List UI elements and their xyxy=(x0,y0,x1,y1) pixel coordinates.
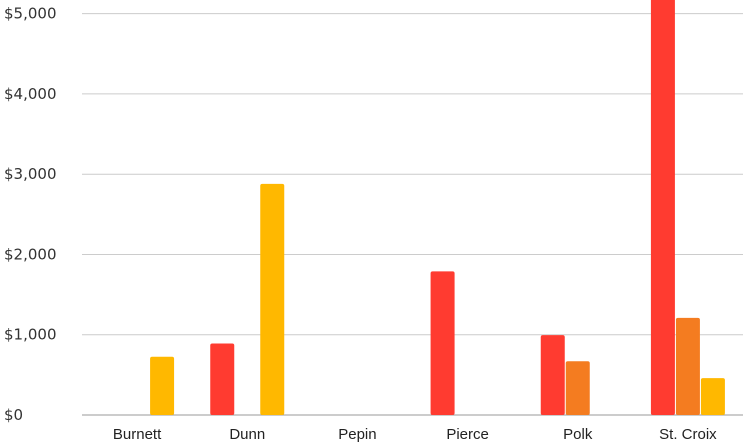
bar xyxy=(150,356,175,415)
x-tick-label: Dunn xyxy=(229,426,265,443)
y-axis-tick-labels: $0 $1,000 $2,000 $3,000 $4,000 $5,000 xyxy=(4,5,57,424)
y-tick-label: $2,000 xyxy=(4,245,57,263)
bar xyxy=(650,0,675,415)
y-tick-label: $3,000 xyxy=(4,165,57,183)
bar xyxy=(210,343,235,415)
x-axis-tick-labels: Burnett Dunn Pepin Pierce Polk St. Croix xyxy=(113,426,717,443)
bar xyxy=(430,271,455,415)
y-tick-label: $0 xyxy=(4,406,23,424)
y-tick-label: $5,000 xyxy=(4,5,57,23)
x-tick-label: Pierce xyxy=(446,426,489,443)
x-tick-label: Polk xyxy=(563,426,593,443)
bar xyxy=(700,378,725,415)
x-tick-label: Pepin xyxy=(338,426,376,443)
bar xyxy=(260,183,285,415)
y-tick-label: $4,000 xyxy=(4,85,57,103)
x-tick-label: Burnett xyxy=(113,426,162,443)
bars xyxy=(150,0,725,415)
gridlines xyxy=(82,13,743,416)
x-tick-label: St. Croix xyxy=(659,426,717,443)
bar xyxy=(565,361,590,415)
bar xyxy=(675,317,700,415)
bar xyxy=(540,335,565,415)
y-tick-label: $1,000 xyxy=(4,326,57,344)
